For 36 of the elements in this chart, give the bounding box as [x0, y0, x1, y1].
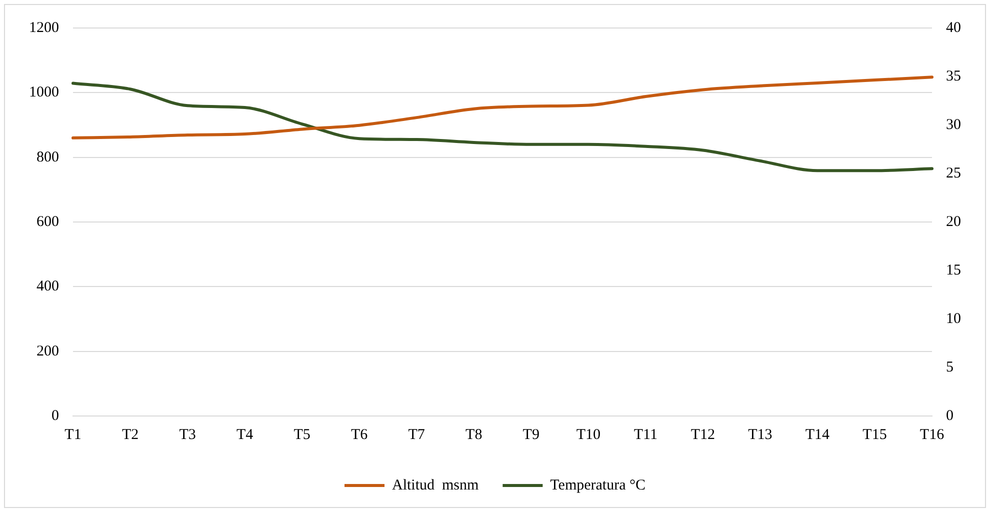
x-tick-label: T12: [690, 426, 716, 443]
y-tick-label: 800: [36, 149, 59, 166]
x-tick-label: T2: [122, 426, 139, 443]
y-tick-label: 1000: [29, 84, 59, 101]
y2-tick-label: 25: [946, 165, 961, 182]
line-series: [72, 76, 934, 140]
x-tick-label: T13: [748, 426, 772, 443]
y2-tick-label: 10: [946, 310, 961, 327]
y2-tick-label: 0: [946, 408, 954, 424]
line-series: [72, 82, 934, 172]
y-tick-label: 200: [36, 343, 59, 360]
y-tick-label: 600: [36, 214, 59, 230]
x-tick-label: T3: [179, 426, 196, 443]
x-tick-label: T11: [634, 426, 658, 443]
x-tick-label: T4: [236, 426, 254, 443]
y-tick-label: 1200: [29, 20, 59, 36]
x-tick-label: T9: [522, 426, 540, 443]
y2-tick-label: 15: [946, 262, 961, 278]
y-tick-label: 0: [52, 408, 59, 424]
y2-tick-label: 20: [946, 214, 961, 230]
x-tick-label: T14: [805, 426, 830, 443]
y-tick-label: 400: [36, 278, 59, 295]
x-tick-label: T10: [576, 426, 600, 443]
y2-tick-label: 5: [946, 359, 954, 376]
x-tick-label: T7: [408, 426, 426, 443]
x-tick-label: T1: [64, 426, 82, 443]
x-tick-label: T5: [294, 426, 310, 443]
x-tick-label: T6: [350, 426, 368, 443]
x-tick-label: T8: [466, 426, 482, 443]
x-tick-label: T16: [920, 426, 945, 443]
y2-tick-label: 40: [946, 20, 961, 36]
legend-label: Altitud msnm: [392, 477, 480, 494]
y2-tick-label: 35: [946, 68, 961, 84]
x-tick-label: T15: [862, 426, 887, 443]
y2-tick-label: 30: [946, 116, 961, 133]
legend-label: Temperatura °C: [550, 477, 646, 494]
